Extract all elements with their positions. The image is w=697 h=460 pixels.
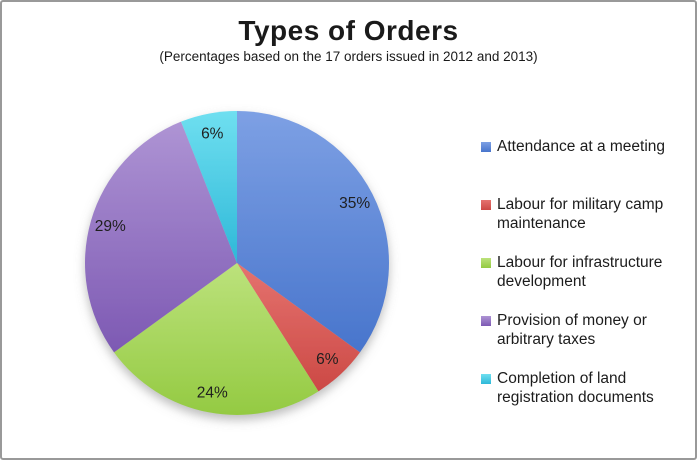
pie-slice-0 (237, 111, 389, 353)
pie-slice-2 (114, 263, 319, 416)
legend-swatch-icon (481, 142, 491, 152)
pie-chart: 35% 6% 24% 29% 6% (85, 111, 389, 416)
pie-slice-3 (85, 121, 237, 353)
legend-item-label: Attendance at a meeting (497, 138, 666, 155)
slice-percent-label-3: 29% (95, 218, 126, 235)
legend-swatch-icon (481, 200, 491, 210)
slice-percent-label-1: 6% (316, 351, 339, 368)
legend-item-label: Labour for infrastructure development (497, 254, 663, 290)
legend-item-3: Provision of money or arbitrary taxes (481, 311, 686, 369)
legend-swatch-icon (481, 374, 491, 384)
slice-percent-label-4: 6% (201, 125, 224, 142)
chart-subtitle: (Percentages based on the 17 orders issu… (159, 49, 538, 64)
pie-slice-4 (181, 111, 237, 263)
legend-item-2: Labour for infrastructure development (481, 253, 686, 311)
pie-slice-1 (237, 263, 360, 392)
legend-item-4: Completion of land registration document… (481, 369, 686, 427)
slice-percent-label-2: 24% (197, 385, 228, 402)
chart-title: Types of Orders (238, 15, 459, 46)
legend-swatch-icon (481, 258, 491, 268)
legend-item-0: Attendance at a meeting (481, 137, 686, 195)
legend: Attendance at a meeting Labour for milita… (481, 137, 686, 427)
legend-item-label: Labour for military camp maintenance (497, 196, 664, 232)
legend-item-label: Provision of money or arbitrary taxes (497, 312, 647, 348)
legend-item-1: Labour for military camp maintenance (481, 195, 686, 253)
legend-item-label: Completion of land registration document… (497, 370, 654, 406)
legend-swatch-icon (481, 316, 491, 326)
slice-percent-label-0: 35% (339, 195, 370, 212)
